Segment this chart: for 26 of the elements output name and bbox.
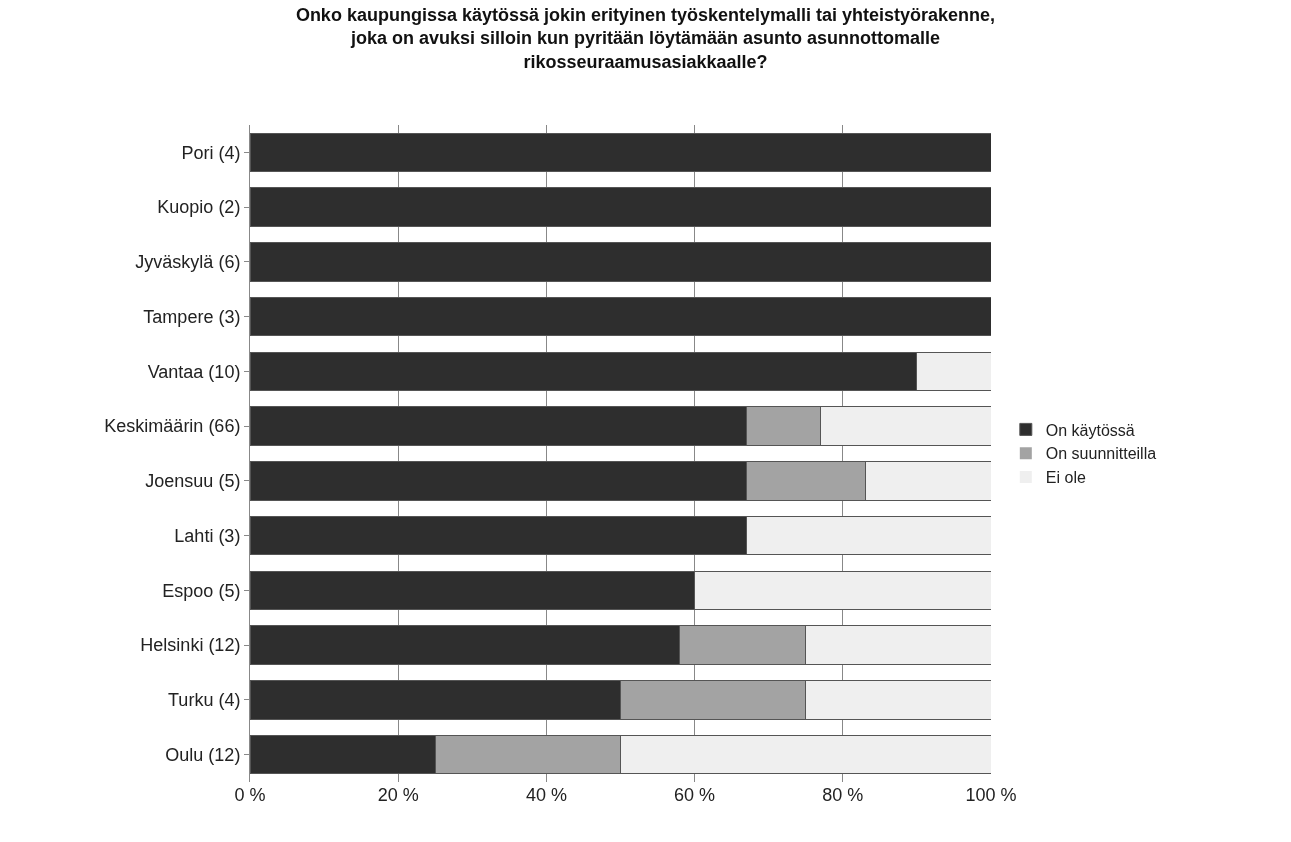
y-tick-label: Helsinki (12) bbox=[140, 635, 241, 656]
x-tick-label: 60 % bbox=[674, 785, 716, 805]
x-tick-label: 100 % bbox=[965, 785, 1017, 805]
bar bbox=[250, 187, 991, 227]
y-tick-label: Keskimäärin (66) bbox=[104, 416, 241, 437]
y-tick-label: Jyväskylä (6) bbox=[135, 252, 241, 273]
y-tick-label: Turku (4) bbox=[168, 690, 241, 711]
bar bbox=[250, 242, 991, 282]
bar bbox=[250, 132, 991, 173]
legend-label: On käytössä bbox=[1045, 421, 1135, 439]
x-tick-label: 80 % bbox=[822, 785, 864, 805]
y-tick-label: Joensuu (5) bbox=[145, 471, 241, 492]
x-tick-label: 40 % bbox=[525, 785, 567, 805]
y-tick-label: Espoo (5) bbox=[162, 580, 241, 601]
x-tick-label: 0 % bbox=[234, 785, 266, 805]
y-tick-label: Oulu (12) bbox=[165, 744, 241, 765]
bar bbox=[250, 296, 991, 337]
y-tick-label: Vantaa (10) bbox=[147, 361, 241, 382]
y-tick-label: Kuopio (2) bbox=[157, 197, 241, 218]
chart-title: Onko kaupungissa käytössä jokin erityinen työskentelymalli tai yhteistyörakenne, joka on avuksi silloin kun pyritään löytämään asunto asunnottomalle rikosseuraamusasiakkaalle? bbox=[295, 5, 996, 72]
x-tick-label: 20 % bbox=[377, 785, 419, 805]
y-tick-label: Tampere (3) bbox=[143, 306, 241, 327]
y-tick-label: Pori (4) bbox=[181, 142, 241, 163]
y-tick-label: Lahti (3) bbox=[174, 525, 241, 546]
legend-label: Ei ole bbox=[1045, 469, 1086, 487]
legend-label: On suunnitteilla bbox=[1045, 445, 1157, 463]
